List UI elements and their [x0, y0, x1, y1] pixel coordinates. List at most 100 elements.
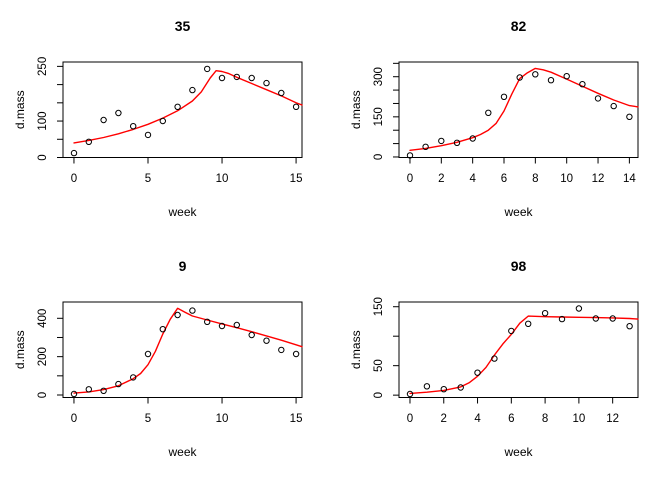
x-axis-label: week [167, 205, 197, 219]
x-tick-label: 0 [407, 173, 413, 185]
x-tick-label: 2 [441, 413, 447, 425]
y-tick-label: 250 [37, 57, 49, 76]
data-point [626, 113, 633, 121]
data-point [233, 73, 241, 81]
data-point [547, 77, 555, 84]
data-point [508, 327, 515, 335]
x-tick-label: 0 [407, 413, 413, 425]
data-point [174, 103, 181, 111]
data-point [174, 311, 181, 319]
y-tick-label: 300 [373, 67, 385, 86]
fit-line [409, 67, 639, 152]
panel-title: 9 [179, 258, 187, 274]
data-point [575, 305, 583, 312]
plot-box [62, 61, 303, 158]
plot-panel-82: 82 0 2 4 6 8 10 12 14 0 150 300 week d.mass [336, 0, 672, 240]
x-tick-label: 8 [532, 173, 538, 185]
data-point [70, 149, 78, 157]
y-tick-label: 0 [373, 392, 385, 398]
data-point [233, 321, 241, 329]
panel-title: 35 [175, 18, 191, 34]
data-point [453, 139, 461, 147]
data-point [592, 315, 599, 322]
x-tick-label: 8 [542, 413, 548, 425]
data-point [278, 89, 285, 97]
y-tick-label: 150 [373, 297, 385, 316]
data-point [474, 369, 481, 376]
data-point [159, 326, 167, 333]
data-point [406, 152, 414, 159]
y-tick-label: 50 [373, 359, 385, 372]
data-point [115, 109, 122, 117]
x-axis-label: week [167, 445, 197, 459]
data-point [218, 322, 226, 330]
data-point [130, 374, 137, 381]
fit-line [409, 315, 639, 395]
data-point [263, 337, 270, 344]
data-point [115, 380, 122, 388]
data-point [144, 350, 152, 358]
data-point [278, 346, 285, 354]
panel-svg: 98 0 2 4 6 8 10 12 0 50 150 week d.mass [349, 258, 639, 459]
data-point [189, 86, 196, 94]
panel-title: 98 [511, 258, 527, 274]
data-point [500, 93, 508, 101]
fit-line [73, 69, 303, 144]
x-tick-label: 12 [606, 413, 619, 425]
x-axis-label: week [503, 205, 533, 219]
data-point [440, 386, 448, 393]
x-tick-label: 15 [290, 173, 303, 185]
data-point [485, 109, 492, 117]
x-tick-label: 5 [145, 413, 151, 425]
plot-box [398, 301, 639, 398]
data-point [248, 74, 255, 82]
y-axis-label: d.mass [349, 90, 363, 129]
data-point [85, 386, 93, 393]
x-tick-label: 0 [71, 413, 77, 425]
data-point [438, 137, 445, 145]
data-point [626, 323, 633, 330]
data-point [144, 131, 152, 139]
data-point [422, 143, 429, 151]
x-tick-label: 10 [216, 413, 229, 425]
x-tick-label: 12 [592, 173, 605, 185]
data-point [541, 310, 549, 317]
data-point [204, 318, 211, 326]
data-point [263, 79, 270, 87]
data-point [457, 384, 464, 391]
data-point [100, 387, 107, 395]
x-tick-label: 6 [501, 173, 507, 185]
data-point [70, 390, 78, 398]
plot-panel-98: 98 0 2 4 6 8 10 12 0 50 150 week d.mass [336, 240, 672, 480]
panel-title: 82 [511, 18, 527, 34]
data-point [579, 81, 586, 88]
x-tick-label: 6 [508, 413, 514, 425]
data-point [563, 73, 570, 80]
data-point [292, 103, 300, 111]
x-tick-label: 0 [71, 173, 77, 185]
y-tick-label: 150 [373, 107, 385, 126]
data-point [406, 390, 414, 398]
data-point [130, 123, 137, 130]
data-point [292, 350, 300, 358]
x-tick-label: 4 [469, 173, 476, 185]
data-point [248, 331, 255, 339]
y-axis-label: d.mass [349, 330, 363, 369]
x-tick-label: 5 [145, 173, 151, 185]
panel-svg: 35 0 5 10 15 0 100 250 week d.mass [13, 18, 303, 219]
data-point [610, 102, 617, 110]
x-tick-label: 10 [560, 173, 573, 185]
y-tick-label: 200 [37, 347, 49, 366]
x-axis-label: week [503, 445, 533, 459]
data-point [100, 116, 107, 124]
y-tick-label: 0 [37, 392, 49, 398]
y-axis-label: d.mass [13, 90, 27, 129]
y-tick-label: 0 [37, 154, 49, 160]
plot-panel-35: 35 0 5 10 15 0 100 250 week d.mass [0, 0, 336, 240]
fit-line [73, 307, 303, 394]
x-tick-label: 15 [290, 413, 303, 425]
data-point [423, 383, 431, 390]
data-point [532, 71, 539, 78]
data-point [204, 65, 211, 73]
data-point [525, 320, 532, 328]
